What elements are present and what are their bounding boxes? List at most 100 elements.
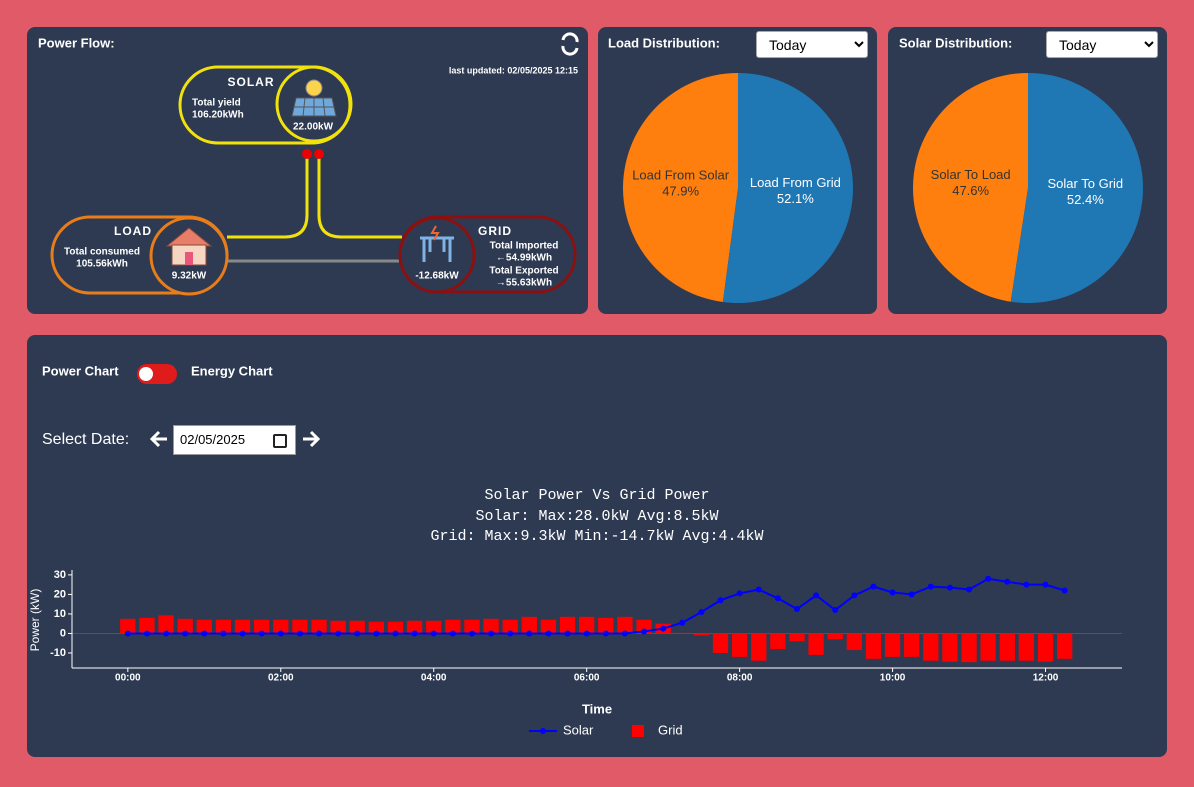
point (526, 630, 533, 637)
bar (445, 619, 461, 634)
point (908, 591, 915, 598)
node-power: 22.00kW (293, 122, 334, 133)
prev-date[interactable] (149, 430, 167, 448)
chart-panel (27, 335, 1167, 757)
y-tick-label: 20 (54, 588, 66, 600)
bar (292, 619, 308, 634)
pie-slice (623, 73, 738, 303)
bar (904, 633, 920, 657)
bar (1037, 633, 1054, 662)
bar (158, 615, 174, 634)
point (717, 597, 724, 604)
solar-circle (275, 65, 353, 143)
x-axis-title: Time (582, 701, 612, 716)
bar (980, 633, 996, 661)
point (201, 630, 208, 637)
point (832, 607, 839, 614)
bar (483, 618, 499, 634)
y-tick-label: 0 (60, 627, 66, 639)
refresh-icon[interactable] (561, 32, 579, 56)
bar (120, 618, 136, 634)
point (966, 586, 973, 593)
load-period-select[interactable]: Today (756, 31, 868, 58)
point (1061, 587, 1068, 594)
flow-line (227, 150, 309, 239)
point (1042, 581, 1049, 588)
bar (540, 619, 557, 634)
bar (1056, 633, 1073, 659)
x-tick-label: 10:00 (880, 673, 906, 684)
bar (273, 619, 289, 634)
solar-period-select[interactable]: Today (1046, 31, 1158, 58)
y-tick-label: -10 (50, 647, 66, 659)
bar (846, 633, 862, 651)
slice-value: 47.9% (662, 184, 699, 199)
bar (368, 621, 385, 634)
point (736, 590, 743, 597)
date-input[interactable]: 02/05/2025 (173, 425, 296, 455)
panel-title: Solar Distribution: (899, 35, 1012, 50)
legend-swatch (632, 725, 644, 737)
bar (617, 616, 633, 634)
point (354, 630, 361, 637)
bar (387, 621, 404, 634)
x-tick-label: 08:00 (727, 673, 753, 684)
flow-dot (314, 149, 324, 159)
point (946, 584, 953, 591)
point (870, 583, 877, 590)
node-value: 106.20kWh (192, 110, 244, 121)
point (698, 608, 705, 615)
slice-label: Solar To Load (931, 167, 1011, 182)
point (335, 630, 342, 637)
y-tick-label: 30 (54, 569, 66, 581)
line (127, 577, 1065, 635)
point (927, 583, 934, 590)
slice-value: 47.6% (952, 183, 989, 198)
bar (1018, 633, 1035, 661)
point (468, 630, 475, 637)
grid-icon (420, 225, 454, 262)
point (392, 630, 399, 637)
x-tick-label: 04:00 (421, 673, 447, 684)
node-text: Total consumed (64, 247, 140, 258)
point (277, 630, 284, 637)
point (488, 630, 495, 637)
node-value: ←54.99kWh (496, 253, 552, 264)
bar (731, 633, 748, 657)
bar (808, 633, 824, 655)
bar (751, 633, 767, 661)
point (1023, 581, 1030, 588)
point (583, 630, 590, 637)
point (641, 628, 648, 635)
node-power: 9.32kW (172, 271, 207, 282)
point (182, 630, 189, 637)
bar (502, 619, 518, 634)
x-tick-label: 12:00 (1033, 673, 1059, 684)
x-tick-label: 00:00 (115, 673, 141, 684)
node-value: →55.63kWh (496, 278, 552, 289)
bar (827, 633, 843, 640)
slice-label: Solar To Grid (1048, 176, 1124, 191)
point (793, 606, 800, 613)
point (411, 630, 418, 637)
point (373, 630, 380, 637)
bar (942, 633, 958, 662)
legend-label: Solar (563, 722, 594, 737)
bar (406, 620, 423, 634)
chart-subtitle: Solar: Max:28.0kW Avg:8.5kW (475, 508, 718, 525)
point (507, 630, 514, 637)
next-date[interactable] (303, 430, 321, 448)
point (545, 630, 552, 637)
bar (999, 633, 1015, 661)
node-text: Total yield (192, 98, 241, 109)
point (143, 630, 150, 637)
node-label: LOAD (114, 224, 152, 238)
point (124, 630, 131, 637)
bar (884, 633, 901, 657)
bar (139, 617, 155, 634)
toggle-label: Energy Chart (191, 363, 273, 378)
point (449, 630, 456, 637)
bar (923, 633, 939, 661)
bar (254, 619, 270, 634)
point (774, 595, 781, 602)
